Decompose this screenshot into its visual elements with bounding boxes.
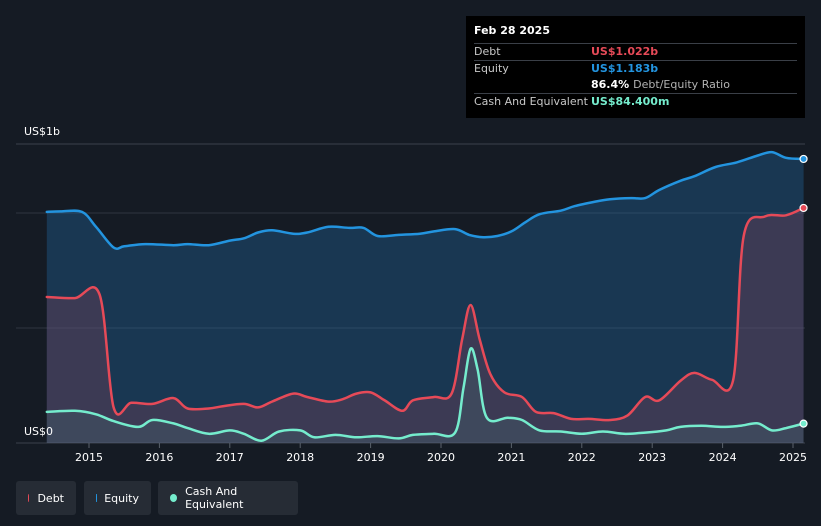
tooltip-row-ratio: 86.4% Debt/Equity Ratio [474, 77, 797, 93]
equity-area [46, 152, 804, 443]
tooltip-debt-value: US$1.022b [591, 45, 659, 58]
x-tick-label-2025: 2025 [779, 451, 807, 464]
x-tick-label-2019: 2019 [357, 451, 385, 464]
x-tick-label-2024: 2024 [709, 451, 737, 464]
tooltip-row-debt: Debt US$1.022b [474, 43, 797, 60]
tooltip-debt-label: Debt [474, 45, 501, 58]
legend-cash-label: Cash And Equivalent [185, 485, 244, 511]
x-tick-label-2020: 2020 [427, 451, 455, 464]
legend-debt-dot-icon [28, 494, 30, 502]
x-tick-label-2017: 2017 [216, 451, 244, 464]
x-tick-label-2021: 2021 [497, 451, 525, 464]
x-tick-label-2016: 2016 [145, 451, 173, 464]
legend-cash-dot-icon [170, 494, 178, 502]
x-axis-ticks: 2015 2016 2017 2018 2019 2020 2021 2022 2023 2024… [75, 443, 807, 464]
y-axis-bottom-label: US$0 [24, 425, 53, 438]
x-tick-label-2015: 2015 [75, 451, 103, 464]
equity-end-point [799, 154, 808, 164]
tooltip-ratio-value: 86.4% [591, 78, 630, 91]
legend-debt-label: Debt [37, 491, 64, 505]
y-axis-top-label: US$1b [24, 125, 60, 138]
cash-area [46, 348, 804, 443]
x-tick-label-2023: 2023 [638, 451, 666, 464]
tooltip-date: Feb 28 2025 [474, 24, 550, 37]
tooltip-cash-value: US$84.400m [591, 95, 670, 108]
equity-line [45, 150, 805, 251]
legend-item-equity[interactable]: Equity [84, 481, 151, 515]
tooltip-cash-label: Cash And Equivalent [474, 95, 588, 108]
tooltip-equity-label: Equity [474, 62, 509, 75]
x-tick-label-2018: 2018 [286, 451, 314, 464]
legend-item-cash[interactable]: Cash And Equivalent [158, 481, 298, 515]
tooltip-row-cash: Cash And Equivalent US$84.400m [474, 93, 797, 110]
grid-lines [16, 143, 805, 444]
legend-equity-label: Equity [104, 491, 139, 505]
tooltip-equity-value: US$1.183b [591, 62, 659, 75]
debt-line [45, 206, 805, 422]
debt-end-point [799, 203, 808, 213]
series-areas [46, 152, 804, 443]
tooltip-ratio-label: Debt/Equity Ratio [633, 78, 730, 91]
tooltip-panel: Feb 28 2025 Debt US$1.022b Equity US$1.1… [466, 16, 805, 118]
tooltip-row-equity: Equity US$1.183b [474, 60, 797, 77]
debt-area [46, 207, 804, 443]
cash-end-point [799, 419, 808, 428]
legend-item-debt[interactable]: Debt [16, 481, 76, 515]
series-lines [45, 150, 808, 442]
cash-line [45, 346, 805, 442]
x-tick-label-2022: 2022 [568, 451, 596, 464]
